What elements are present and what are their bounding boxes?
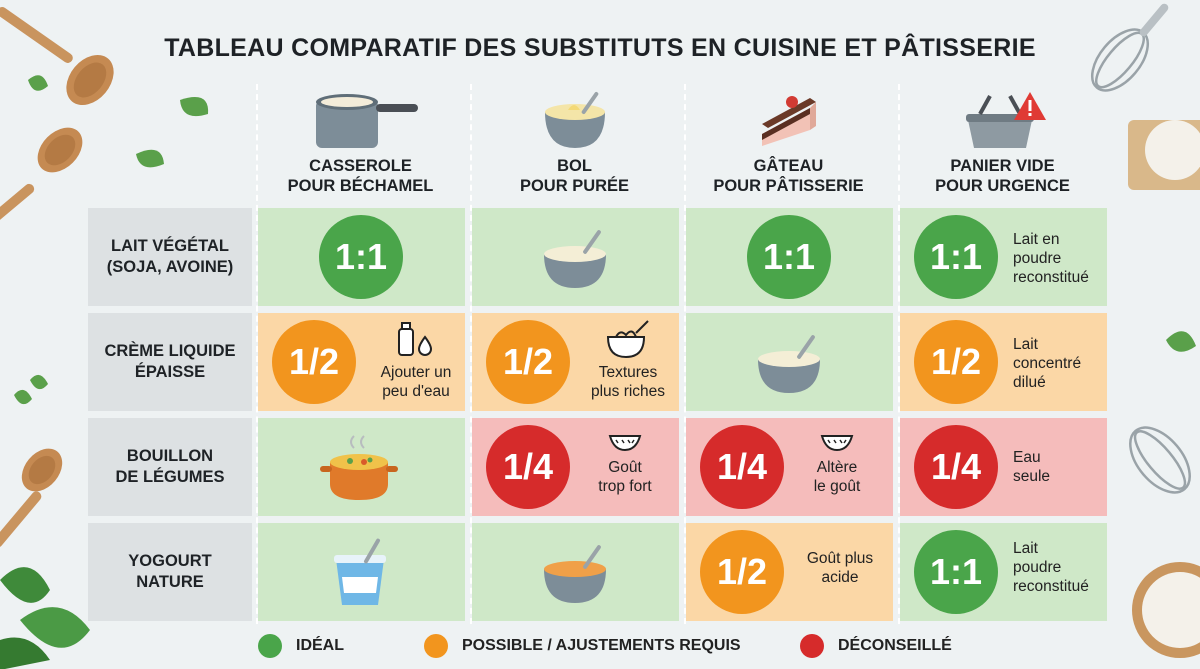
- cell-note: Altère le goût: [813, 459, 861, 495]
- yogurt-cup-icon: [334, 538, 386, 605]
- ratio-badge: 1:1: [319, 215, 403, 299]
- leaves-icon: [136, 97, 209, 168]
- legend-item-possible: POSSIBLE / AJUSTEMENTS REQUIS: [424, 632, 741, 660]
- cake-icon: [761, 96, 816, 146]
- cell-r1-c1: 1:1: [258, 208, 465, 306]
- cell-note: Textures plus riches: [590, 364, 666, 400]
- ratio-badge: 1:1: [914, 215, 998, 299]
- ratio-badge: 1/4: [486, 425, 570, 509]
- ratio-badge: 1/4: [914, 425, 998, 509]
- cell-note: Eau seule: [1013, 449, 1051, 485]
- column-divider: [898, 84, 900, 624]
- cell-r3-c1: [258, 418, 465, 516]
- cell-r1-c2: [472, 208, 679, 306]
- legend-label: IDÉAL: [296, 637, 344, 654]
- ratio-badge: 1:1: [747, 215, 831, 299]
- wave-icon: [820, 435, 854, 452]
- cell-r2-c1: 1/2 Ajouter un peu d'eau: [258, 313, 465, 411]
- cell-r3-c2: 1/4 Goût trop fort: [472, 418, 679, 516]
- column-divider: [470, 84, 472, 624]
- cell-note: Lait concentré dilué: [1013, 336, 1082, 391]
- ratio-badge: 1/4: [700, 425, 784, 509]
- legend-label: DÉCONSEILLÉ: [838, 637, 952, 654]
- ratio-badge: 1/2: [486, 320, 570, 404]
- legend-item-ideal: IDÉAL: [258, 632, 344, 660]
- column-divider: [256, 84, 258, 624]
- empty-basket-warning-icon: [965, 92, 1046, 148]
- column-header-saucepan: CASSEROLE POUR BÉCHAMEL: [258, 90, 463, 202]
- cell-r4-c2: [472, 523, 679, 621]
- cell-r1-c4: 1:1 Lait en poudre reconstitué: [900, 208, 1107, 306]
- cell-r4-c3: 1/2 Goût plus acide: [686, 523, 893, 621]
- bowl-icon: [544, 91, 605, 148]
- ratio-badge: 1:1: [914, 530, 998, 614]
- cell-note: Lait en poudre reconstitué: [1013, 231, 1089, 286]
- cell-note: Goût plus acide: [806, 550, 874, 586]
- bottle-drop-icon: [398, 322, 433, 356]
- ratio-badge: 1/2: [700, 530, 784, 614]
- column-divider: [684, 84, 686, 624]
- row-label-lait-vegetal: LAIT VÉGÉTAL (SOJA, AVOINE): [88, 208, 252, 306]
- orange-dot-icon: [424, 634, 448, 658]
- cell-note: Ajouter un peu d'eau: [380, 364, 452, 400]
- row-label-bouillon: BOUILLON DE LÉGUMES: [88, 418, 252, 516]
- cell-note: Lait poudre reconstitué: [1013, 540, 1089, 595]
- whisks-right-icon: [1090, 3, 1200, 658]
- ratio-badge: 1/2: [914, 320, 998, 404]
- column-header-basket: PANIER VIDE POUR URGENCE: [900, 90, 1105, 202]
- row-label-yogourt: YOGOURT NATURE: [88, 523, 252, 621]
- column-header-cake: GÂTEAU POUR PÂTISSERIE: [686, 90, 891, 202]
- whisk-bowl-icon: [606, 320, 649, 359]
- cell-r2-c2: 1/2 Textures plus riches: [472, 313, 679, 411]
- column-header-label: CASSEROLE POUR BÉCHAMEL: [287, 157, 434, 195]
- cell-r2-c3: [686, 313, 893, 411]
- column-header-bowl: BOL POUR PURÉE: [472, 90, 677, 202]
- row-label-creme-liquide: CRÈME LIQUIDE ÉPAISSE: [88, 313, 252, 411]
- cell-r3-c3: 1/4 Altère le goût: [686, 418, 893, 516]
- orange-bowl-icon: [544, 545, 606, 603]
- bowl-icon: [544, 230, 606, 288]
- legend-label: POSSIBLE / AJUSTEMENTS REQUIS: [462, 637, 741, 654]
- page-title: TABLEAU COMPARATIF DES SUBSTITUTS EN CUI…: [164, 34, 1036, 62]
- ratio-badge: 1/2: [272, 320, 356, 404]
- cell-r4-c4: 1:1 Lait poudre reconstitué: [900, 523, 1107, 621]
- red-dot-icon: [800, 634, 824, 658]
- cell-r2-c4: 1/2 Lait concentré dilué: [900, 313, 1107, 411]
- wooden-spoons-left-icon: [0, 7, 114, 669]
- legend-item-deconseille: DÉCONSEILLÉ: [800, 632, 952, 660]
- cell-r3-c4: 1/4 Eau seule: [900, 418, 1107, 516]
- column-header-label: PANIER VIDE POUR URGENCE: [935, 157, 1070, 195]
- cell-r4-c1: [258, 523, 465, 621]
- cell-r1-c3: 1:1: [686, 208, 893, 306]
- column-header-label: GÂTEAU POUR PÂTISSERIE: [713, 157, 864, 195]
- saucepan-icon: [315, 94, 418, 148]
- green-dot-icon: [258, 634, 282, 658]
- column-header-label: BOL POUR PURÉE: [519, 157, 630, 195]
- soup-pot-icon: [320, 435, 398, 500]
- cell-note: Goût trop fort: [598, 459, 652, 495]
- bowl-icon: [758, 335, 820, 393]
- wave-icon: [608, 435, 642, 452]
